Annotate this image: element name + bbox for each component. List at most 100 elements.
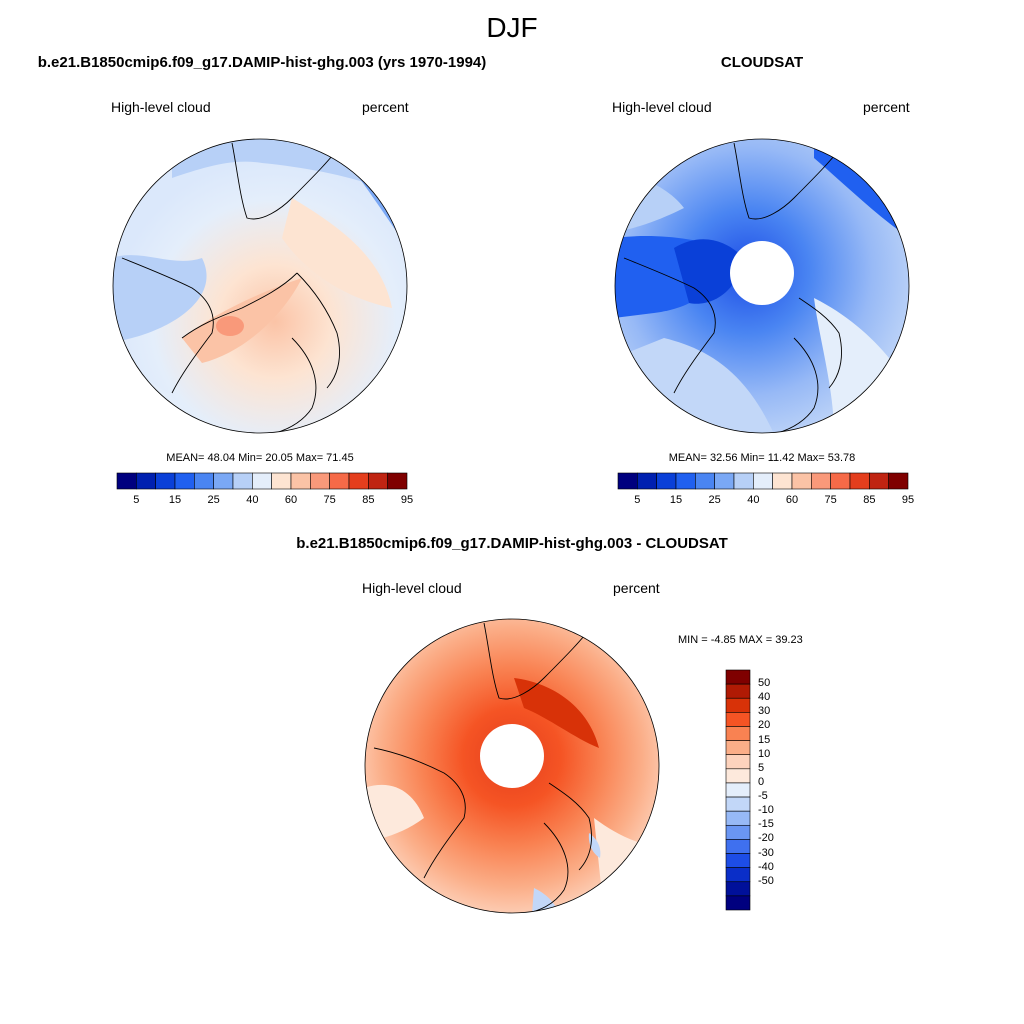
colorbar-tick-label: 30 xyxy=(758,705,771,718)
colorbar-swatch xyxy=(725,810,751,826)
panel1-title: b.e21.B1850cmip6.f09_g17.DAMIP-hist-ghg.… xyxy=(37,54,487,71)
panel3-map xyxy=(364,618,660,914)
colorbar-swatch xyxy=(329,472,350,490)
panel3-colorbar-labels: 50 40 30 20 15 10 5 0 -5 -10 -15 -20 -30 -40 -50 xyxy=(758,670,798,910)
colorbar-swatch xyxy=(213,472,234,490)
panel2-stats: MEAN= 32.56 Min= 11.42 Max= 53.78 xyxy=(668,452,856,464)
colorbar-tick-label: 85 xyxy=(863,494,876,506)
panel2-title: CLOUDSAT xyxy=(720,54,804,71)
panel1-stats: MEAN= 48.04 Min= 20.05 Max= 71.45 xyxy=(166,452,354,464)
colorbar-swatch xyxy=(695,472,715,490)
colorbar-swatch xyxy=(232,472,253,490)
colorbar-tick-label: 10 xyxy=(758,747,771,760)
panel3-variable-label: High-level cloud xyxy=(362,580,462,596)
colorbar-swatch xyxy=(725,740,751,756)
colorbar-tick-label: 15 xyxy=(669,494,683,506)
colorbar-swatch xyxy=(637,472,657,490)
colorbar-swatch xyxy=(753,472,773,490)
panel1-variable-label: High-level cloud xyxy=(111,99,211,115)
colorbar-tick-label: 85 xyxy=(362,494,375,506)
colorbar-tick-label: 15 xyxy=(168,494,182,506)
panel1-units-label: percent xyxy=(362,99,409,115)
colorbar-swatch xyxy=(310,472,330,490)
colorbar-swatch xyxy=(869,472,889,490)
colorbar-swatch xyxy=(348,472,369,490)
colorbar-swatch xyxy=(725,824,751,840)
colorbar-swatch xyxy=(174,472,195,490)
colorbar-tick-label: 5 xyxy=(758,761,765,774)
colorbar-swatch xyxy=(725,782,751,798)
panel3-colorbar xyxy=(725,669,751,911)
colorbar-tick-label: -40 xyxy=(758,860,774,873)
colorbar-swatch xyxy=(194,472,214,490)
colorbar-swatch xyxy=(888,472,909,490)
panel2-map xyxy=(614,138,910,434)
colorbar-swatch xyxy=(387,472,408,490)
colorbar-tick-label: 40 xyxy=(758,691,771,704)
colorbar-swatch xyxy=(656,472,677,490)
colorbar-swatch xyxy=(252,472,272,490)
panel2-colorbar-ticks: 5 15 25 40 60 75 85 95 xyxy=(618,494,914,508)
panel1-colorbar-ticks: 5 15 25 40 60 75 85 95 xyxy=(117,494,413,508)
colorbar-tick-label: 5 xyxy=(634,494,641,506)
colorbar-swatch xyxy=(368,472,388,490)
colorbar-tick-label: 60 xyxy=(785,494,799,506)
panel3-units-label: percent xyxy=(613,580,660,596)
colorbar-tick-label: 0 xyxy=(758,775,765,788)
colorbar-tick-label: 40 xyxy=(246,494,259,506)
colorbar-swatch xyxy=(849,472,870,490)
colorbar-tick-label: -5 xyxy=(758,790,768,803)
panel2-variable-label: High-level cloud xyxy=(612,99,712,115)
colorbar-swatch xyxy=(155,472,176,490)
panel2-colorbar xyxy=(617,472,909,490)
colorbar-tick-label: -50 xyxy=(758,874,774,887)
colorbar-swatch xyxy=(116,472,137,490)
colorbar-swatch xyxy=(830,472,851,490)
colorbar-swatch xyxy=(725,839,751,854)
colorbar-tick-label: 50 xyxy=(758,677,771,690)
colorbar-swatch xyxy=(791,472,812,490)
figure-title: DJF xyxy=(486,12,538,43)
colorbar-tick-label: 40 xyxy=(747,494,760,506)
panel1-map xyxy=(112,138,408,434)
colorbar-swatch xyxy=(725,768,751,784)
colorbar-tick-label: 5 xyxy=(133,494,140,506)
colorbar-swatch xyxy=(617,472,638,490)
panel1-colorbar xyxy=(116,472,408,490)
panel3-title: b.e21.B1850cmip6.f09_g17.DAMIP-hist-ghg.… xyxy=(296,535,728,552)
colorbar-tick-label: 25 xyxy=(207,494,220,506)
colorbar-swatch xyxy=(733,472,754,490)
colorbar-tick-label: 75 xyxy=(323,494,336,506)
colorbar-swatch xyxy=(290,472,311,490)
colorbar-swatch xyxy=(725,683,751,699)
colorbar-tick-label: 95 xyxy=(400,494,414,506)
colorbar-swatch xyxy=(725,796,751,812)
panel3-stats: MIN = -4.85 MAX = 39.23 xyxy=(678,634,803,646)
colorbar-tick-label: -15 xyxy=(758,818,774,831)
colorbar-swatch xyxy=(714,472,735,490)
panel2-units-label: percent xyxy=(863,99,910,115)
colorbar-tick-label: 15 xyxy=(758,733,771,746)
colorbar-swatch xyxy=(725,726,751,741)
colorbar-swatch xyxy=(811,472,831,490)
colorbar-tick-label: -20 xyxy=(758,832,774,845)
colorbar-swatch xyxy=(136,472,156,490)
colorbar-swatch xyxy=(725,697,751,713)
colorbar-swatch xyxy=(271,472,292,490)
colorbar-swatch xyxy=(725,669,751,685)
colorbar-swatch xyxy=(675,472,696,490)
colorbar-tick-label: -10 xyxy=(758,804,774,817)
colorbar-tick-label: 20 xyxy=(758,719,771,732)
colorbar-swatch xyxy=(725,881,751,897)
colorbar-swatch xyxy=(725,712,751,727)
colorbar-swatch xyxy=(725,754,751,770)
colorbar-swatch xyxy=(772,472,793,490)
colorbar-tick-label: -30 xyxy=(758,846,774,859)
colorbar-tick-label: 25 xyxy=(708,494,721,506)
colorbar-tick-label: 95 xyxy=(901,494,915,506)
colorbar-swatch xyxy=(725,853,751,868)
colorbar-swatch xyxy=(725,867,751,883)
colorbar-tick-label: 60 xyxy=(284,494,298,506)
colorbar-tick-label: 75 xyxy=(824,494,837,506)
colorbar-swatch xyxy=(725,895,751,911)
